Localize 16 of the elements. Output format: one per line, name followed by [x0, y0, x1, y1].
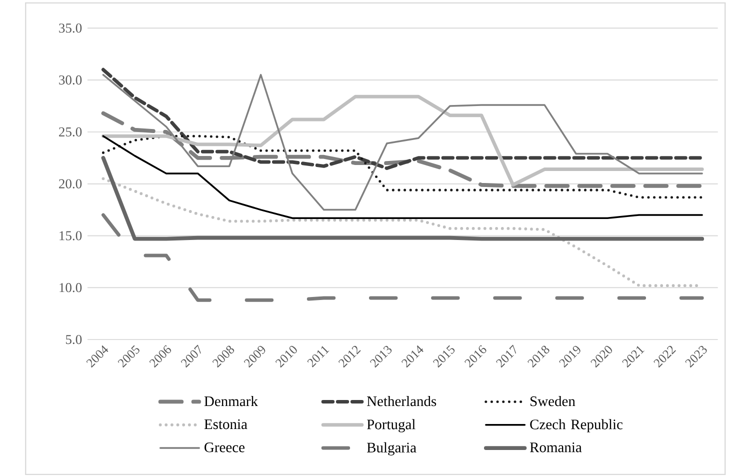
legend-label: Netherlands: [366, 396, 436, 406]
y-tick-label: 35.0: [59, 23, 82, 33]
y-tick-label: 15.0: [60, 230, 82, 240]
y-tick-label: 20.0: [59, 179, 82, 188]
legend-label: Estonia: [204, 419, 248, 429]
y-tick-label: 30.0: [59, 75, 82, 84]
y-tick-label: 25.0: [59, 127, 82, 136]
legend-label: Bulgaria: [366, 442, 416, 456]
legend-label: Czech Republic: [530, 418, 623, 432]
legend-label: Sweden: [530, 396, 576, 406]
y-tick-label: 10.0: [60, 282, 82, 292]
legend-label: Greece: [204, 442, 245, 452]
legend-label: Romania: [530, 442, 582, 452]
legend-label: Denmark: [204, 396, 258, 406]
legend-label: Portugal: [366, 418, 416, 432]
y-tick-label: 5.0: [66, 334, 82, 344]
